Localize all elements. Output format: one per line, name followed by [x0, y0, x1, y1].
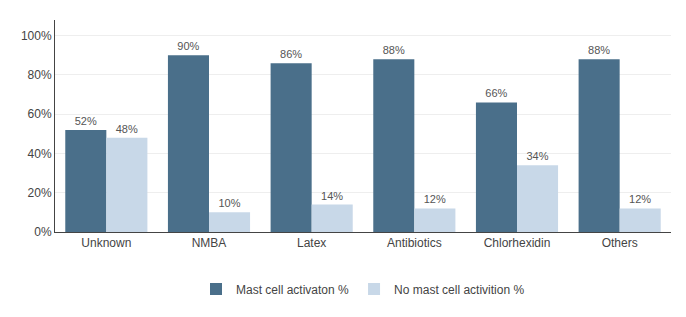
svg-text:100%: 100% [21, 29, 52, 43]
svg-text:Mast cell activaton %: Mast cell activaton % [236, 283, 349, 297]
svg-text:90%: 90% [177, 40, 199, 52]
svg-text:52%: 52% [75, 115, 97, 127]
svg-text:88%: 88% [383, 44, 405, 56]
svg-text:12%: 12% [424, 193, 446, 205]
svg-text:Others: Others [602, 236, 638, 250]
svg-text:Latex: Latex [297, 236, 326, 250]
svg-text:66%: 66% [485, 87, 507, 99]
svg-text:40%: 40% [28, 147, 52, 161]
svg-text:NMBA: NMBA [192, 236, 227, 250]
svg-text:80%: 80% [28, 68, 52, 82]
svg-text:Unknown: Unknown [81, 236, 131, 250]
svg-text:34%: 34% [526, 150, 548, 162]
svg-text:60%: 60% [28, 107, 52, 121]
svg-text:14%: 14% [321, 190, 343, 202]
svg-text:Chlorhexidin: Chlorhexidin [484, 236, 551, 250]
svg-text:12%: 12% [629, 193, 651, 205]
svg-text:10%: 10% [218, 197, 240, 209]
svg-text:No mast cell activition %: No mast cell activition % [394, 283, 524, 297]
svg-text:0%: 0% [34, 225, 52, 239]
svg-text:48%: 48% [116, 123, 138, 135]
svg-text:Antibiotics: Antibiotics [387, 236, 442, 250]
svg-text:88%: 88% [588, 44, 610, 56]
svg-text:20%: 20% [28, 186, 52, 200]
svg-text:86%: 86% [280, 48, 302, 60]
